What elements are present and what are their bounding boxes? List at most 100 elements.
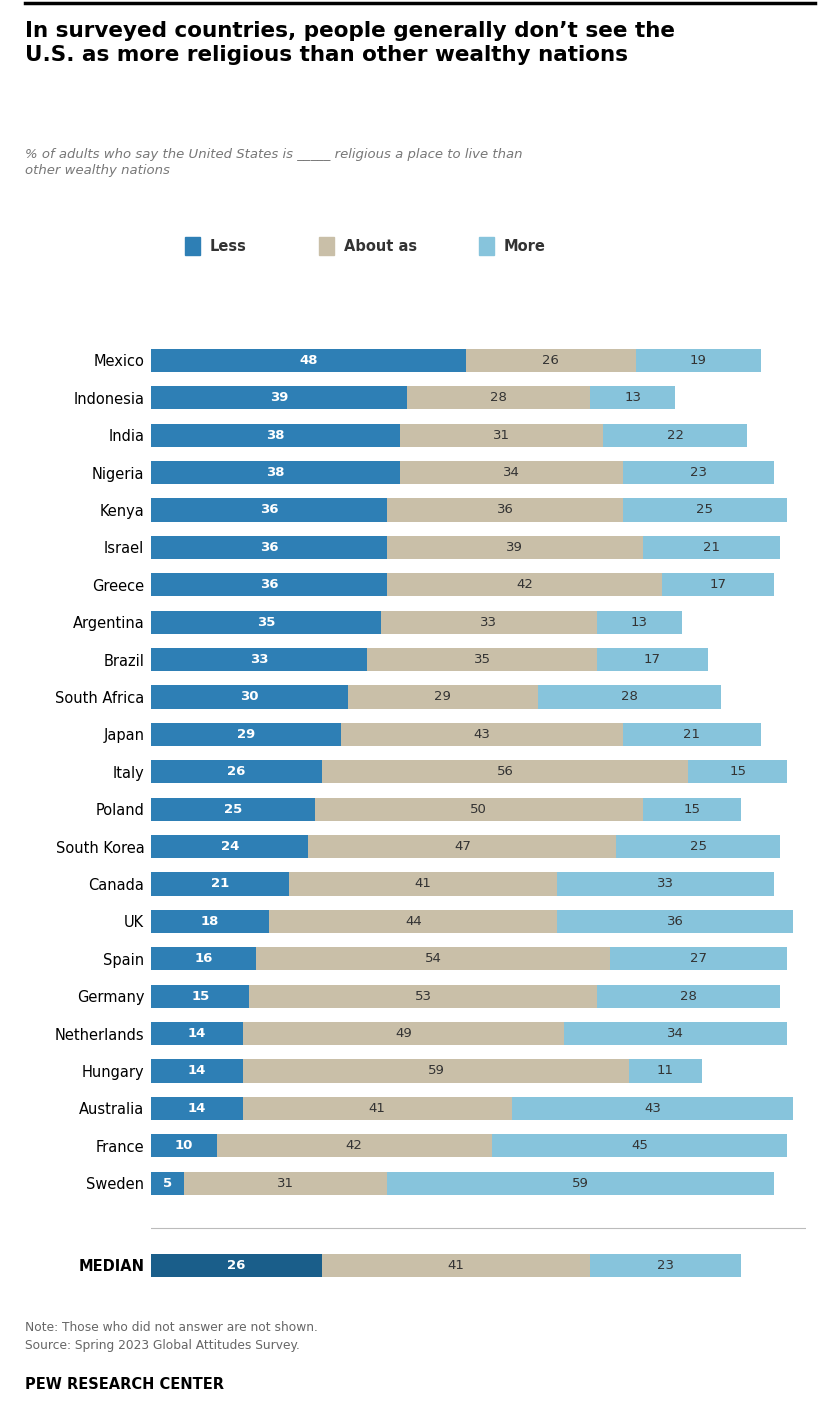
Bar [151,1059,243,1083]
Text: 16: 16 [194,952,213,966]
Bar [315,797,643,821]
Bar [243,1059,629,1083]
Text: 26: 26 [543,353,559,367]
Bar [151,498,387,521]
Bar [407,386,591,410]
Bar [596,648,708,672]
Text: 43: 43 [474,728,491,741]
Text: 25: 25 [696,504,713,517]
Text: 42: 42 [346,1139,363,1152]
Bar [689,760,787,783]
Text: 28: 28 [680,990,697,1002]
Bar [217,1135,492,1157]
Text: Note: Those who did not answer are not shown.
Source: Spring 2023 Global Attitud: Note: Those who did not answer are not s… [25,1321,318,1352]
Bar [643,536,780,559]
Text: 14: 14 [188,1026,207,1041]
Text: 31: 31 [277,1177,294,1190]
Bar [348,686,538,708]
Text: 34: 34 [503,466,520,479]
Text: 25: 25 [690,841,706,853]
Bar [151,910,269,934]
Bar [564,1022,787,1045]
Bar [243,1022,564,1045]
Bar [381,611,596,634]
Text: 17: 17 [644,653,661,666]
Bar [151,948,256,970]
Bar [151,1022,243,1045]
Text: 28: 28 [490,391,507,404]
Bar [322,760,689,783]
Text: 41: 41 [415,877,432,890]
Bar [249,984,596,1008]
Text: 14: 14 [188,1064,207,1077]
Bar [603,424,748,446]
Text: 43: 43 [644,1102,661,1115]
Bar [322,1255,591,1277]
Text: 42: 42 [517,579,533,591]
Bar [151,1171,184,1195]
Bar [151,760,322,783]
Text: 14: 14 [188,1102,207,1115]
Text: 24: 24 [221,841,239,853]
Bar [151,611,381,634]
Bar [151,797,315,821]
Bar [623,498,787,521]
Text: 30: 30 [240,690,259,704]
Bar [367,648,596,672]
Text: 39: 39 [270,391,288,404]
Bar [629,1059,701,1083]
Text: More: More [504,239,546,253]
Text: 33: 33 [657,877,674,890]
Bar [610,948,787,970]
Bar [341,722,623,746]
Text: 18: 18 [201,915,219,928]
Text: 13: 13 [624,391,641,404]
Text: 19: 19 [690,353,706,367]
Bar [643,797,741,821]
Bar [512,1097,793,1119]
Bar [308,835,617,857]
Text: 49: 49 [395,1026,412,1041]
Text: 35: 35 [474,653,491,666]
Bar [387,498,623,521]
Text: 5: 5 [163,1177,172,1190]
Text: 38: 38 [266,466,285,479]
Text: 21: 21 [211,877,229,890]
Text: 29: 29 [434,690,451,704]
Text: 22: 22 [667,428,684,442]
Bar [465,349,636,372]
Text: 36: 36 [496,504,513,517]
Text: 48: 48 [299,353,318,367]
Bar [591,386,675,410]
Bar [243,1097,512,1119]
Bar [151,1135,217,1157]
Text: 23: 23 [657,1259,674,1271]
Text: 47: 47 [454,841,471,853]
Text: % of adults who say the United States is _____ religious a place to live than
ot: % of adults who say the United States is… [25,148,522,177]
Text: 53: 53 [415,990,432,1002]
Bar [151,873,289,895]
Text: 39: 39 [507,541,523,553]
Text: 11: 11 [657,1064,674,1077]
Bar [151,349,465,372]
Text: 38: 38 [266,428,285,442]
Text: 34: 34 [667,1026,684,1041]
Text: 28: 28 [621,690,638,704]
Bar [151,460,400,484]
Text: 26: 26 [227,766,245,779]
Text: 31: 31 [493,428,510,442]
Text: 15: 15 [729,766,746,779]
Bar [636,349,760,372]
Bar [623,722,760,746]
Text: 41: 41 [369,1102,386,1115]
Text: 36: 36 [260,504,278,517]
Bar [269,910,558,934]
Bar [256,948,610,970]
Text: 44: 44 [405,915,422,928]
Bar [387,1171,774,1195]
Text: 36: 36 [260,541,278,553]
Bar [151,835,308,857]
Bar [617,835,780,857]
Text: 15: 15 [683,803,701,815]
Bar [591,1255,741,1277]
